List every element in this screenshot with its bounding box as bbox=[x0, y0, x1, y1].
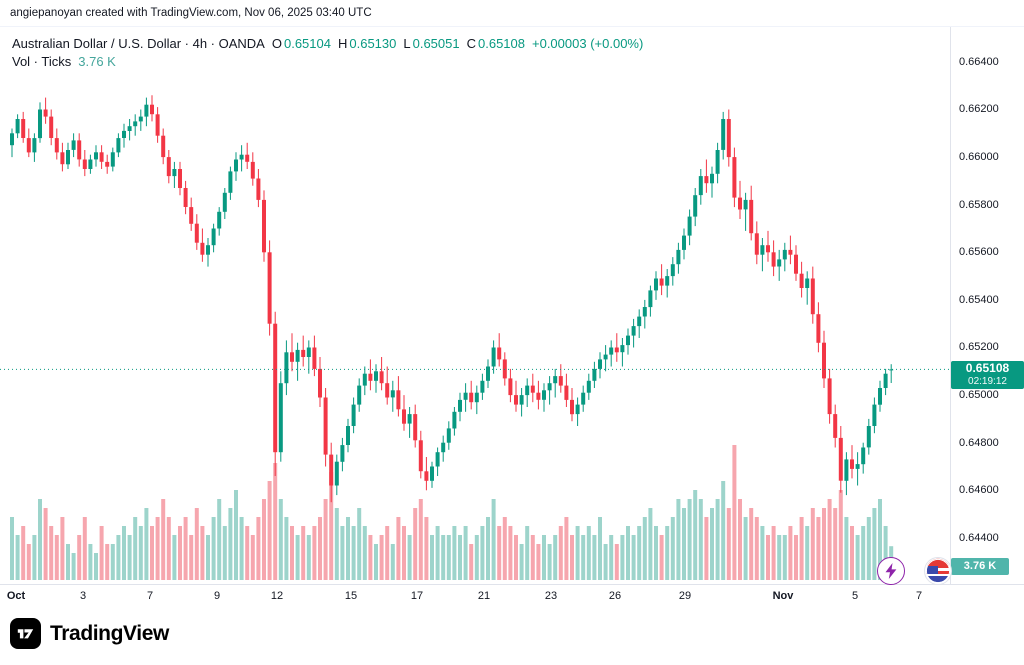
close-value: 0.65108 bbox=[478, 35, 525, 51]
chart-canvas[interactable] bbox=[0, 0, 950, 584]
open-value: 0.65104 bbox=[283, 35, 331, 51]
last-price-label: 0.65108 bbox=[965, 361, 1010, 375]
price-tick: 0.64400 bbox=[959, 532, 999, 544]
time-tick: 3 bbox=[79, 590, 87, 602]
change-value: +0.00003 (+0.00%) bbox=[532, 35, 644, 51]
low-label: L bbox=[403, 35, 411, 51]
time-tick: 23 bbox=[544, 590, 558, 602]
time-tick: 7 bbox=[915, 590, 923, 602]
last-price-badge: 0.65108 02:19:12 bbox=[951, 361, 1024, 389]
time-tick: Oct bbox=[6, 590, 26, 602]
price-tick: 0.66400 bbox=[959, 56, 999, 68]
price-axis[interactable]: 0.65108 02:19:12 3.76 K 0.66400 0.66200 0.… bbox=[950, 27, 1024, 584]
flag-button[interactable] bbox=[924, 557, 952, 585]
price-tick: 0.64800 bbox=[959, 437, 999, 449]
high-value: 0.65130 bbox=[349, 35, 397, 51]
ohlc-values: O 0.65104 H 0.65130 L 0.65051 C 0.65108 +0.0… bbox=[272, 36, 643, 51]
tradingview-logo-text: TradingView bbox=[50, 621, 169, 645]
time-tick: 7 bbox=[146, 590, 154, 602]
volume-indicator-label[interactable]: Vol · Ticks bbox=[12, 53, 72, 69]
time-tick: 9 bbox=[213, 590, 221, 602]
price-tick: 0.65800 bbox=[959, 199, 999, 211]
attribution-text: angiepanoyan created with TradingView.co… bbox=[0, 0, 1024, 27]
open-label: O bbox=[271, 35, 282, 51]
flag-icon bbox=[925, 558, 951, 584]
time-tick: 15 bbox=[344, 590, 358, 602]
time-axis[interactable]: Oct 3 7 9 12 15 17 21 23 26 29 Nov 5 7 bbox=[0, 584, 1024, 609]
low-value: 0.65051 bbox=[412, 35, 460, 51]
time-tick: 26 bbox=[608, 590, 622, 602]
tradingview-logo-icon bbox=[10, 618, 41, 649]
price-tick: 0.64600 bbox=[959, 484, 999, 496]
symbol-title[interactable]: Australian Dollar / U.S. Dollar · 4h · O… bbox=[12, 35, 265, 51]
time-tick: 12 bbox=[270, 590, 284, 602]
time-tick: 29 bbox=[678, 590, 692, 602]
price-tick: 0.65200 bbox=[959, 341, 999, 353]
bar-countdown: 02:19:12 bbox=[968, 376, 1007, 387]
close-label: C bbox=[466, 35, 476, 51]
price-tick: 0.66200 bbox=[959, 103, 999, 115]
price-tick: 0.65400 bbox=[959, 294, 999, 306]
tradingview-logo[interactable]: TradingView bbox=[10, 618, 169, 649]
volume-axis-badge: 3.76 K bbox=[951, 558, 1009, 575]
lightning-button[interactable] bbox=[877, 557, 905, 585]
candles bbox=[10, 95, 894, 503]
price-tick: 0.65000 bbox=[959, 389, 999, 401]
time-tick: Nov bbox=[772, 590, 794, 602]
time-tick: 5 bbox=[851, 590, 859, 602]
price-tick: 0.66000 bbox=[959, 151, 999, 163]
price-tick: 0.65600 bbox=[959, 246, 999, 258]
high-label: H bbox=[337, 35, 348, 51]
volume-indicator-value: 3.76 K bbox=[78, 53, 116, 69]
time-tick: 17 bbox=[410, 590, 424, 602]
time-tick: 21 bbox=[477, 590, 491, 602]
chart-legend: Australian Dollar / U.S. Dollar · 4h · O… bbox=[12, 34, 643, 70]
lightning-icon bbox=[885, 563, 897, 579]
volume-bars bbox=[10, 445, 894, 580]
